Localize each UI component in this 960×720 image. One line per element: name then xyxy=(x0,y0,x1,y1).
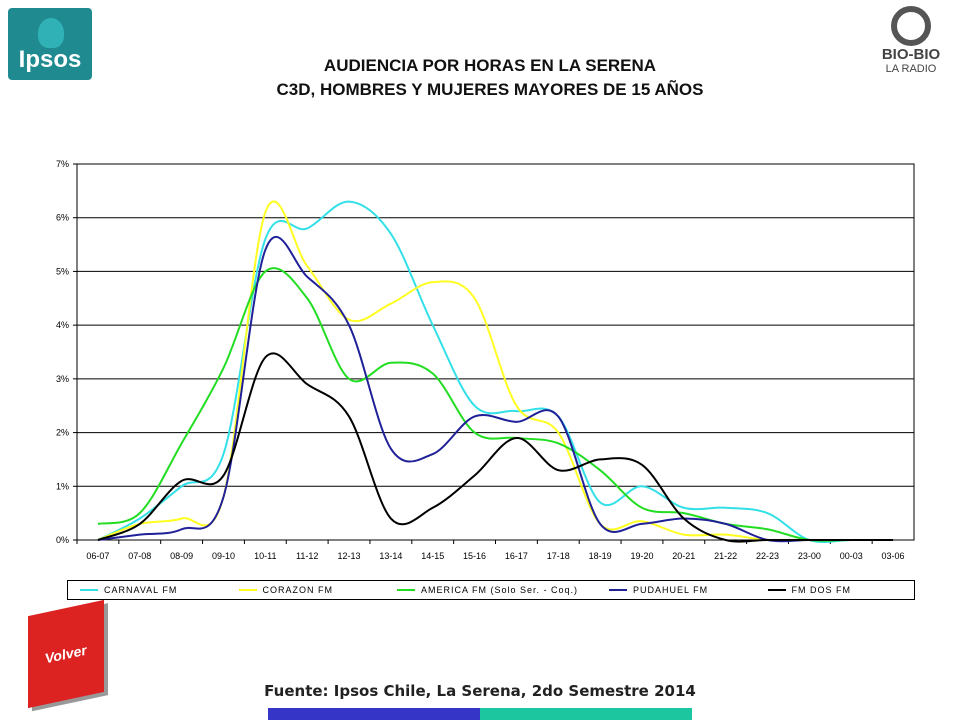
series-line-3 xyxy=(97,235,894,543)
legend-swatch xyxy=(609,589,627,591)
y-tick-label: 5% xyxy=(56,266,69,276)
legend-swatch xyxy=(238,589,257,591)
x-tick-label: 08-09 xyxy=(170,551,193,561)
y-tick-label: 7% xyxy=(56,159,69,169)
volver-label: Volver xyxy=(45,641,87,667)
source-note: Fuente: Ipsos Chile, La Serena, 2do Seme… xyxy=(264,682,696,700)
footer-bar-blue xyxy=(268,708,480,720)
y-tick-label: 1% xyxy=(56,481,69,491)
ipsos-head-icon xyxy=(38,18,64,48)
legend-swatch xyxy=(397,589,415,591)
x-tick-label: 12-13 xyxy=(338,551,361,561)
x-tick-label: 18-19 xyxy=(589,551,612,561)
x-tick-label: 19-20 xyxy=(630,551,653,561)
biobio-logo-text: BIO-BIO xyxy=(881,46,941,63)
y-tick-label: 2% xyxy=(56,428,69,438)
biobio-logo-subtext: LA RADIO xyxy=(885,63,937,75)
legend-label: AMERICA FM (Solo Ser. - Coq.) xyxy=(421,585,579,595)
ipsos-logo-text: Ipsos xyxy=(18,46,82,73)
x-tick-label: 20-21 xyxy=(672,551,695,561)
legend-swatch xyxy=(80,589,98,591)
ipsos-logo: Ipsos xyxy=(8,8,92,80)
legend-item: AMERICA FM (Solo Ser. - Coq.) xyxy=(385,585,597,595)
page-title-line1: AUDIENCIA POR HORAS EN LA SERENA xyxy=(323,56,657,75)
x-tick-label: 10-11 xyxy=(254,551,276,561)
legend-label: CORAZON FM xyxy=(262,585,333,595)
x-tick-label: 21-22 xyxy=(714,551,737,561)
legend-item: CARNAVAL FM xyxy=(68,585,227,595)
legend-label: PUDAHUEL FM xyxy=(633,585,709,595)
y-tick-label: 0% xyxy=(56,535,69,545)
series-line-0 xyxy=(97,200,894,543)
page-title-line2: C3D, HOMBRES Y MUJERES MAYORES DE 15 AÑO… xyxy=(276,80,704,99)
x-tick-label: 16-17 xyxy=(505,551,528,561)
x-tick-label: 07-08 xyxy=(128,551,151,561)
y-tick-label: 4% xyxy=(56,320,69,330)
x-tick-label: 15-16 xyxy=(463,551,486,561)
x-tick-label: 23-00 xyxy=(798,551,821,561)
biobio-circle-icon xyxy=(891,6,931,46)
volver-button[interactable]: Volver xyxy=(28,599,104,709)
biobio-logo: BIO-BIO LA RADIO xyxy=(876,6,946,98)
legend-item: FM DOS FM xyxy=(756,585,915,595)
footer-bar-teal xyxy=(480,708,692,720)
x-tick-label: 13-14 xyxy=(379,551,402,561)
legend-item: PUDAHUEL FM xyxy=(597,585,756,595)
legend-swatch xyxy=(767,589,786,591)
x-tick-label: 17-18 xyxy=(547,551,570,561)
x-tick-label: 00-03 xyxy=(840,551,863,561)
x-tick-label: 11-12 xyxy=(296,551,318,561)
x-tick-label: 03-06 xyxy=(882,551,905,561)
y-tick-label: 6% xyxy=(56,213,69,223)
x-tick-label: 14-15 xyxy=(421,551,444,561)
x-tick-label: 09-10 xyxy=(212,551,235,561)
legend-item: CORAZON FM xyxy=(227,585,386,595)
series-line-4 xyxy=(97,352,894,543)
legend-label: CARNAVAL FM xyxy=(104,585,178,595)
x-tick-label: 06-07 xyxy=(86,551,109,561)
series-line-2 xyxy=(97,267,894,542)
x-tick-label: 22-23 xyxy=(756,551,779,561)
y-tick-label: 3% xyxy=(56,374,69,384)
chart-legend: CARNAVAL FM CORAZON FM AMERICA FM (Solo Se… xyxy=(67,580,915,600)
legend-label: FM DOS FM xyxy=(791,585,851,595)
